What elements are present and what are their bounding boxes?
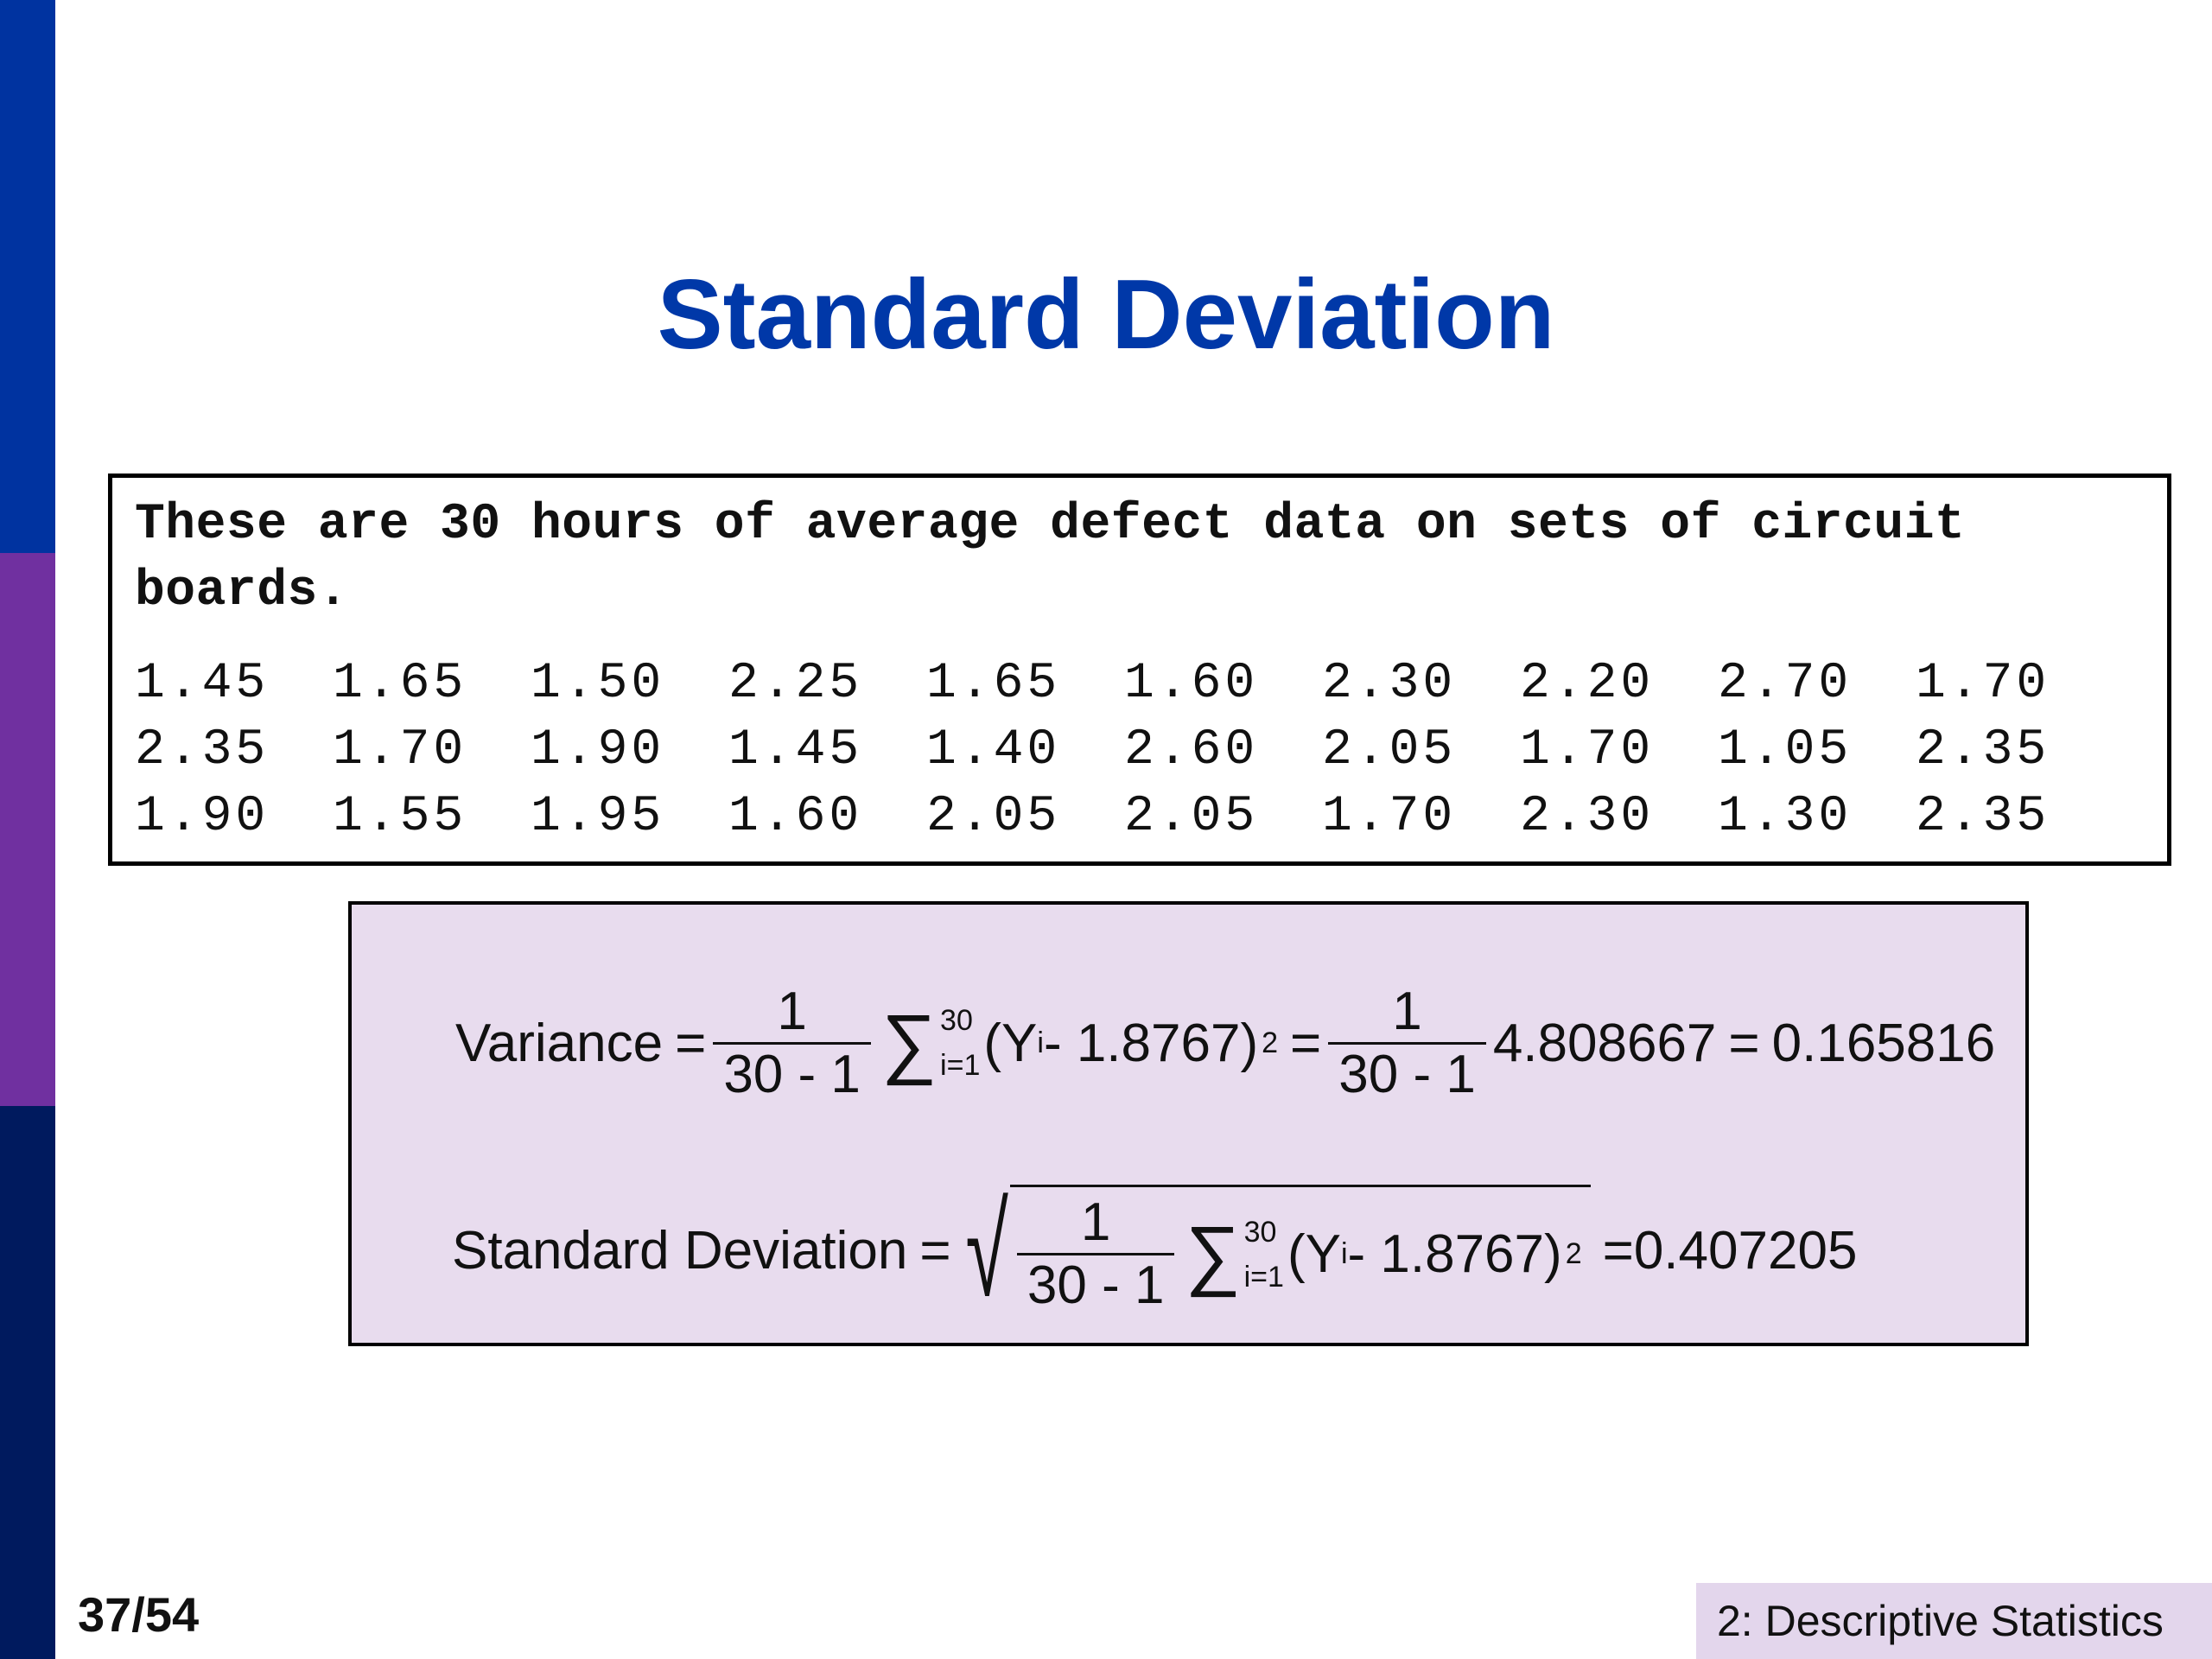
accent-bar-top bbox=[0, 0, 55, 553]
data-value: 2.20 bbox=[1520, 656, 1655, 712]
data-value: 2.70 bbox=[1718, 656, 1853, 712]
data-value: 2.35 bbox=[1916, 722, 2050, 779]
close-paren: ) bbox=[1544, 1224, 1562, 1284]
data-values: 1.45 1.65 1.50 2.25 1.65 1.60 2.30 2.20 2.70 1.70… bbox=[135, 651, 2146, 850]
slide-title: Standard Deviation bbox=[657, 260, 1555, 370]
variance-fraction-2: 1 30 - 1 bbox=[1328, 982, 1486, 1105]
sum-limits: 30 i=1 bbox=[1244, 1216, 1284, 1294]
data-value: 2.60 bbox=[1124, 722, 1259, 779]
description-line-2: boards. bbox=[135, 563, 349, 620]
data-value: 1.65 bbox=[333, 656, 467, 712]
sum-lower-limit: i=1 bbox=[940, 1049, 981, 1082]
sd-label: Standard Deviation bbox=[452, 1220, 908, 1281]
fraction-denominator: 30 - 1 bbox=[1016, 1253, 1175, 1316]
data-value: 1.70 bbox=[333, 722, 467, 779]
section-footer: 2: Descriptive Statistics bbox=[1696, 1583, 2212, 1659]
open-paren: ( bbox=[983, 1013, 1002, 1073]
y-subscript: i bbox=[1340, 1237, 1348, 1270]
fraction-denominator: 30 - 1 bbox=[713, 1041, 871, 1105]
data-value: 2.35 bbox=[1916, 789, 2050, 845]
sd-fraction: 1 30 - 1 bbox=[1016, 1192, 1175, 1316]
variance-result: 0.165816 bbox=[1771, 1013, 1996, 1073]
data-box: These are 30 hours of average defect dat… bbox=[108, 474, 2171, 866]
open-paren: ( bbox=[1287, 1224, 1306, 1284]
data-description: These are 30 hours of average defect dat… bbox=[135, 492, 2146, 625]
sigma-symbol: ∑ bbox=[880, 1000, 938, 1086]
data-value: 1.70 bbox=[1322, 789, 1457, 845]
data-value: 1.70 bbox=[1916, 656, 2050, 712]
sum-of-squares-value: 4.808667 bbox=[1492, 1013, 1717, 1073]
data-value: 1.95 bbox=[531, 789, 665, 845]
radical-sign: √ bbox=[965, 1178, 1008, 1323]
accent-bar-bottom bbox=[0, 1106, 55, 1659]
section-label: 2: Descriptive Statistics bbox=[1717, 1597, 2164, 1645]
standard-deviation-equation: Standard Deviation = √ 1 30 - 1 ∑ 30 i=1… bbox=[452, 1164, 1857, 1337]
sd-result: 0.407205 bbox=[1633, 1220, 1858, 1281]
fraction-numerator: 1 bbox=[1392, 981, 1422, 1041]
exponent: 2 bbox=[1565, 1237, 1582, 1270]
data-row: 1.45 1.65 1.50 2.25 1.65 1.60 2.30 2.20 2.70 1.70 bbox=[135, 651, 2146, 717]
page-number: 37/54 bbox=[78, 1587, 200, 1642]
sum-upper-limit: 30 bbox=[1243, 1215, 1277, 1249]
data-value: 2.05 bbox=[926, 789, 1061, 845]
data-value: 1.45 bbox=[728, 722, 863, 779]
minus-mean: - 1.8767 bbox=[1043, 1013, 1241, 1073]
variance-equals-3: = bbox=[1728, 1013, 1760, 1073]
description-line-1: These are 30 hours of average defect dat… bbox=[135, 497, 1966, 553]
data-value: 1.60 bbox=[1124, 656, 1259, 712]
data-value: 1.60 bbox=[728, 789, 863, 845]
fraction-numerator: 1 bbox=[777, 981, 807, 1041]
data-row: 2.35 1.70 1.90 1.45 1.40 2.60 2.05 1.70 1.05 2.35 bbox=[135, 717, 2146, 784]
data-value: 1.90 bbox=[135, 789, 270, 845]
data-value: 1.40 bbox=[926, 722, 1061, 779]
close-paren: ) bbox=[1240, 1013, 1259, 1073]
data-value: 1.30 bbox=[1718, 789, 1853, 845]
minus-mean: - 1.8767 bbox=[1347, 1224, 1545, 1284]
fraction-numerator: 1 bbox=[1080, 1192, 1111, 1252]
sd-equals-2: = bbox=[1602, 1220, 1634, 1281]
sd-equals-1: = bbox=[919, 1220, 951, 1281]
data-value: 1.65 bbox=[926, 656, 1061, 712]
sum-upper-limit: 30 bbox=[940, 1004, 973, 1037]
data-value: 2.05 bbox=[1124, 789, 1259, 845]
data-value: 1.05 bbox=[1718, 722, 1853, 779]
data-value: 1.50 bbox=[531, 656, 665, 712]
data-value: 1.90 bbox=[531, 722, 665, 779]
data-row: 1.90 1.55 1.95 1.60 2.05 2.05 1.70 2.30 1.30 2.35 bbox=[135, 784, 2146, 850]
fraction-denominator: 30 - 1 bbox=[1328, 1041, 1486, 1105]
y-subscript: i bbox=[1037, 1026, 1044, 1059]
data-value: 1.55 bbox=[333, 789, 467, 845]
accent-bar-middle bbox=[0, 553, 55, 1106]
variance-fraction-1: 1 30 - 1 bbox=[713, 982, 871, 1105]
exponent: 2 bbox=[1262, 1026, 1279, 1059]
data-value: 2.05 bbox=[1322, 722, 1457, 779]
data-value: 2.30 bbox=[1520, 789, 1655, 845]
y-variable: Y bbox=[1001, 1013, 1038, 1073]
y-variable: Y bbox=[1305, 1224, 1341, 1284]
data-value: 1.45 bbox=[135, 656, 270, 712]
variance-label: Variance bbox=[455, 1013, 664, 1073]
sum-limits: 30 i=1 bbox=[940, 1004, 980, 1082]
sigma-symbol: ∑ bbox=[1185, 1211, 1241, 1298]
sum-lower-limit: i=1 bbox=[1243, 1260, 1284, 1294]
data-value: 2.30 bbox=[1322, 656, 1457, 712]
variance-equals-2: = bbox=[1290, 1013, 1322, 1073]
data-value: 2.25 bbox=[728, 656, 863, 712]
data-value: 2.35 bbox=[135, 722, 270, 779]
variance-equals-1: = bbox=[675, 1013, 707, 1073]
data-value: 1.70 bbox=[1520, 722, 1655, 779]
